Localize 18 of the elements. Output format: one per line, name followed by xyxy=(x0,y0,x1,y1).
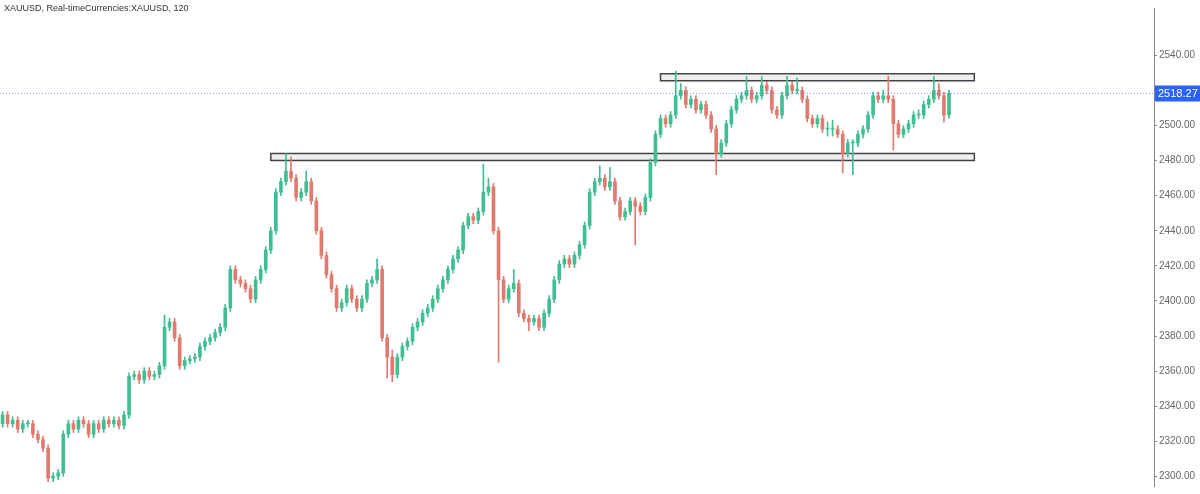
y-tick-label: 2380.00 xyxy=(1159,329,1196,341)
y-tick-label: 2500.00 xyxy=(1159,119,1196,131)
y-tick-label: 2400.00 xyxy=(1159,294,1196,306)
chart-title: XAUUSD, Real-timeCurrencies:XAUUSD, 120 xyxy=(4,3,189,13)
candlestick xyxy=(633,197,638,246)
y-tick-label: 2320.00 xyxy=(1159,435,1196,447)
y-tick-label: 2480.00 xyxy=(1159,154,1196,166)
candlestick xyxy=(608,167,612,191)
y-tick-label: 2460.00 xyxy=(1159,189,1196,201)
y-tick-label: 2300.00 xyxy=(1159,470,1196,482)
y-tick-label: 2440.00 xyxy=(1159,224,1196,236)
candlestick xyxy=(795,77,799,95)
candlestick xyxy=(886,76,891,104)
y-tick-label: 2360.00 xyxy=(1159,364,1196,376)
y-tick-label: 2340.00 xyxy=(1159,399,1196,411)
y-tick-label: 2540.00 xyxy=(1159,49,1196,61)
y-tick-label: 2420.00 xyxy=(1159,259,1196,271)
ref-line-label: 2518.27 xyxy=(1158,86,1198,99)
